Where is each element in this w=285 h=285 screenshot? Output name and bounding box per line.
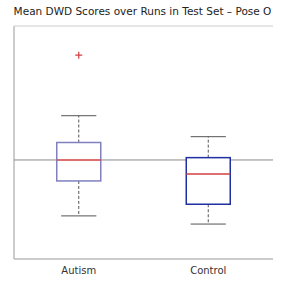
cap-high xyxy=(191,136,226,137)
x-axis-line xyxy=(14,259,273,260)
y-axis-line xyxy=(14,26,15,259)
box xyxy=(186,158,230,205)
chart: Mean DWD Scores over Runs in Test Set – … xyxy=(0,0,285,285)
whisker-low xyxy=(208,204,209,224)
cap-low xyxy=(61,215,96,216)
top-border xyxy=(14,26,273,27)
whisker-low xyxy=(78,181,79,216)
plot-area xyxy=(14,52,273,224)
whisker-high xyxy=(208,137,209,158)
whisker-high xyxy=(78,116,79,143)
median xyxy=(186,173,230,175)
reference-line xyxy=(14,159,273,160)
x-tick-label: Control xyxy=(190,265,226,276)
title: Mean DWD Scores over Runs in Test Set – … xyxy=(14,5,272,17)
cap-high xyxy=(61,115,96,116)
median xyxy=(57,159,101,161)
x-tick-label: Autism xyxy=(61,265,96,276)
outlier xyxy=(75,52,82,59)
cap-low xyxy=(191,224,226,225)
box xyxy=(57,143,101,181)
